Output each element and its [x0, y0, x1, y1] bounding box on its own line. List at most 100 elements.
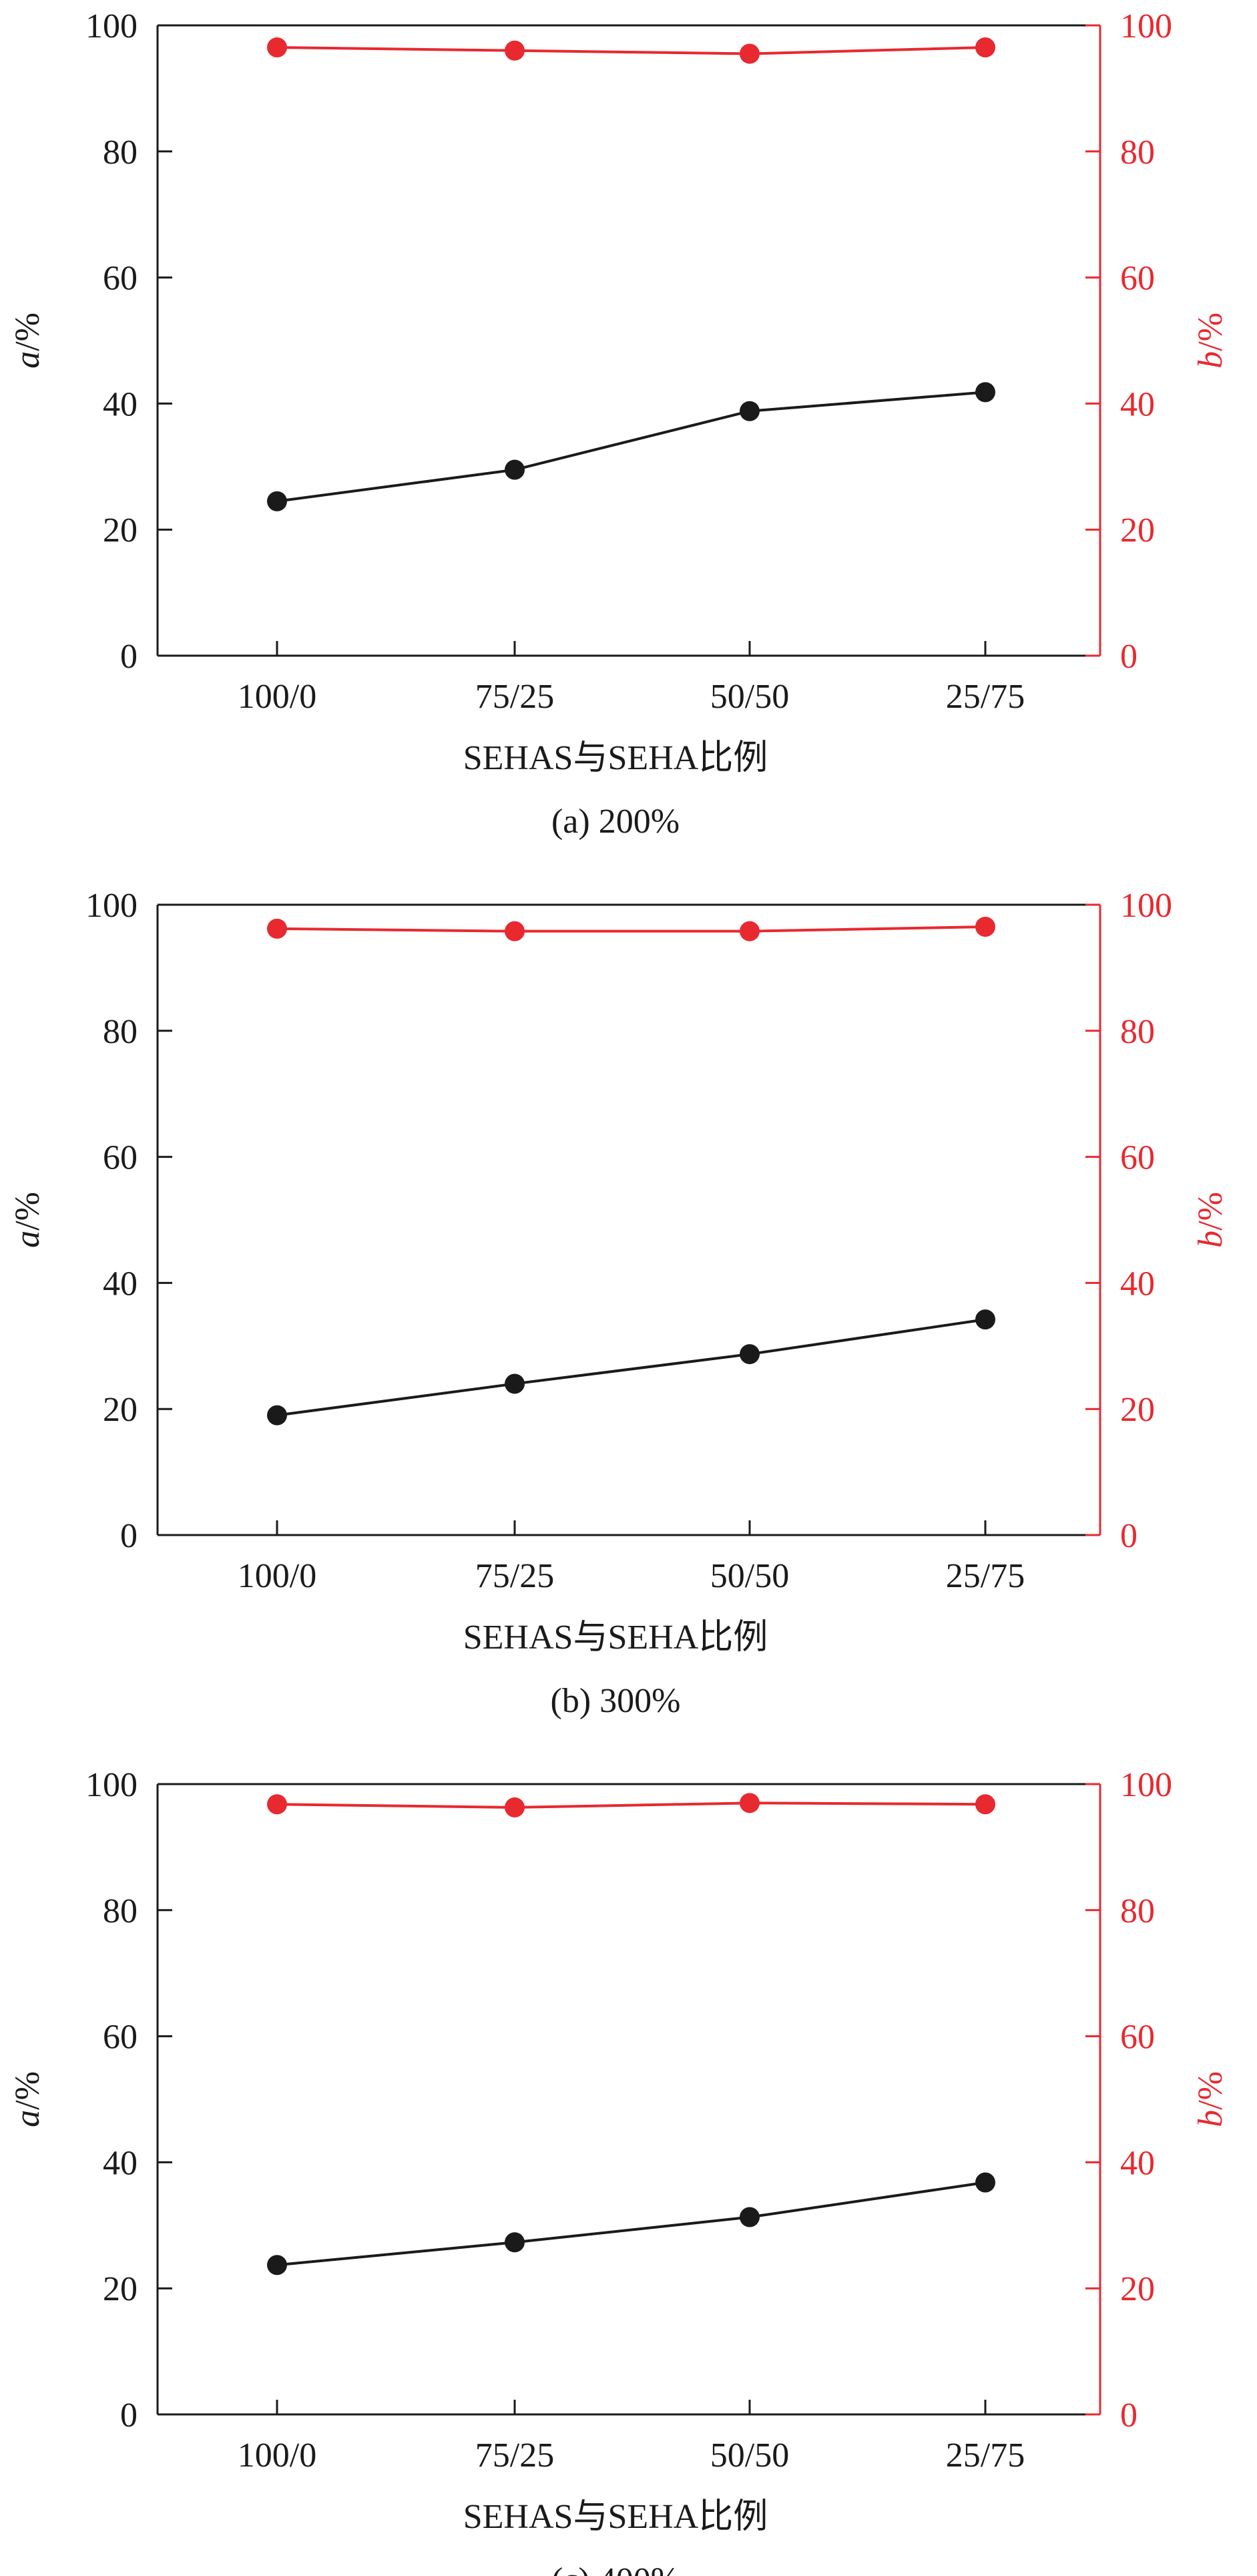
panel-caption: (a) 200%	[551, 803, 680, 841]
data-point-left	[267, 2255, 287, 2276]
y2-tick-label: 40	[1120, 385, 1155, 423]
y-tick-label: 40	[103, 1265, 138, 1303]
y2-tick-label: 80	[1120, 1892, 1155, 1930]
y2-tick-label: 20	[1120, 511, 1155, 550]
series-line-right	[276, 925, 986, 933]
y2-axis-title: b/%	[1192, 312, 1230, 369]
x-tick-label: 25/75	[946, 678, 1025, 716]
x-axis-title: SEHAS与SEHA比例	[463, 1619, 768, 1657]
data-point-right	[505, 921, 525, 941]
data-point-right	[505, 40, 525, 61]
y-axis-var: a	[9, 1231, 47, 1248]
x-tick-label: 50/50	[710, 2436, 789, 2475]
x-tick-label: 75/25	[475, 1557, 554, 1595]
x-tick-label: 100/0	[238, 2436, 316, 2475]
y2-axis-unit: /%	[1192, 312, 1230, 351]
data-point-left	[975, 1309, 995, 1330]
y2-tick-label: 40	[1120, 1265, 1155, 1303]
data-point-left	[740, 2207, 760, 2227]
x-tick-label: 100/0	[238, 678, 316, 716]
chart-panel-1: 0 0 20 20 40 40 60 60 80 80 100 100 100/0 75/25 50/50 2…	[9, 887, 1230, 1720]
series-line-right	[276, 1801, 986, 1809]
data-point-left	[975, 382, 995, 403]
data-point-left	[740, 401, 760, 421]
y-tick-label: 0	[120, 638, 138, 676]
y-tick-label: 40	[103, 2144, 138, 2182]
y2-tick-label: 0	[1120, 638, 1138, 676]
x-tick-label: 75/25	[475, 678, 554, 716]
y2-axis-unit: /%	[1192, 2071, 1230, 2110]
y2-axis-title: b/%	[1192, 2071, 1230, 2127]
series-line-left	[276, 2181, 986, 2267]
series-line-left	[276, 1318, 986, 1417]
data-point-left	[505, 2232, 525, 2253]
y-tick-label: 80	[103, 1013, 138, 1051]
y-axis-unit: /%	[9, 2071, 47, 2110]
y-tick-label: 60	[103, 2018, 138, 2057]
y-axis-var: a	[9, 2110, 47, 2127]
y2-tick-label: 20	[1120, 2270, 1155, 2308]
y-tick-label: 60	[103, 260, 138, 298]
y-axis-title: a/%	[9, 1192, 47, 1248]
x-tick-label: 25/75	[946, 1557, 1025, 1595]
x-tick-label: 50/50	[710, 1557, 789, 1595]
data-point-right	[740, 43, 760, 64]
y2-axis-var: b	[1192, 351, 1230, 369]
data-point-right	[975, 37, 995, 58]
y2-tick-label: 80	[1120, 1013, 1155, 1051]
y-tick-label: 80	[103, 1892, 138, 1930]
data-point-right	[975, 917, 995, 937]
y-tick-label: 0	[120, 1517, 138, 1555]
panel-caption: (c) 400%	[551, 2561, 680, 2576]
y2-axis-var: b	[1192, 2110, 1230, 2127]
y2-tick-label: 100	[1120, 1766, 1172, 1804]
y-tick-label: 40	[103, 385, 138, 423]
data-point-left	[505, 459, 525, 480]
y-axis-title: a/%	[9, 312, 47, 369]
y-tick-label: 20	[103, 1391, 138, 1429]
data-point-left	[740, 1344, 760, 1365]
y-axis-unit: /%	[9, 1192, 47, 1231]
y2-tick-label: 40	[1120, 2144, 1155, 2182]
x-tick-label: 75/25	[475, 2436, 554, 2475]
y2-tick-label: 60	[1120, 2018, 1155, 2057]
y2-tick-label: 20	[1120, 1391, 1155, 1429]
series-line-right	[276, 46, 986, 55]
data-point-right	[267, 1794, 287, 1815]
y2-tick-label: 100	[1120, 7, 1172, 45]
data-point-left	[267, 1405, 287, 1426]
y-tick-label: 20	[103, 511, 138, 550]
y-tick-label: 80	[103, 134, 138, 172]
y2-tick-label: 60	[1120, 1139, 1155, 1177]
x-tick-label: 100/0	[238, 1557, 316, 1595]
data-point-right	[740, 1793, 760, 1813]
y2-tick-label: 0	[1120, 1517, 1138, 1555]
y-tick-label: 60	[103, 1139, 138, 1177]
series-line-left	[276, 391, 986, 503]
y-tick-label: 100	[85, 887, 138, 925]
data-point-left	[267, 491, 287, 511]
y2-tick-label: 0	[1120, 2396, 1138, 2434]
data-point-right	[505, 1797, 525, 1817]
y2-tick-label: 100	[1120, 887, 1172, 925]
data-point-right	[975, 1794, 995, 1815]
y-tick-label: 20	[103, 2270, 138, 2308]
x-tick-label: 50/50	[710, 678, 789, 716]
x-tick-label: 25/75	[946, 2436, 1025, 2475]
y2-tick-label: 80	[1120, 134, 1155, 172]
y2-axis-title: b/%	[1192, 1192, 1230, 1248]
y-tick-label: 0	[120, 2396, 138, 2434]
y-axis-var: a	[9, 351, 47, 369]
chart-panel-0: 0 0 20 20 40 40 60 60 80 80 100 100 100/0 75/25 50/50 2…	[9, 7, 1230, 841]
panel-caption: (b) 300%	[551, 1682, 681, 1720]
data-point-left	[505, 1373, 525, 1394]
y-axis-unit: /%	[9, 312, 47, 351]
y2-tick-label: 60	[1120, 260, 1155, 298]
y2-axis-unit: /%	[1192, 1192, 1230, 1231]
x-axis-title: SEHAS与SEHA比例	[463, 739, 768, 777]
y-axis-title: a/%	[9, 2071, 47, 2127]
x-axis-title: SEHAS与SEHA比例	[463, 2498, 768, 2536]
data-point-left	[975, 2172, 995, 2193]
data-point-right	[740, 921, 760, 941]
